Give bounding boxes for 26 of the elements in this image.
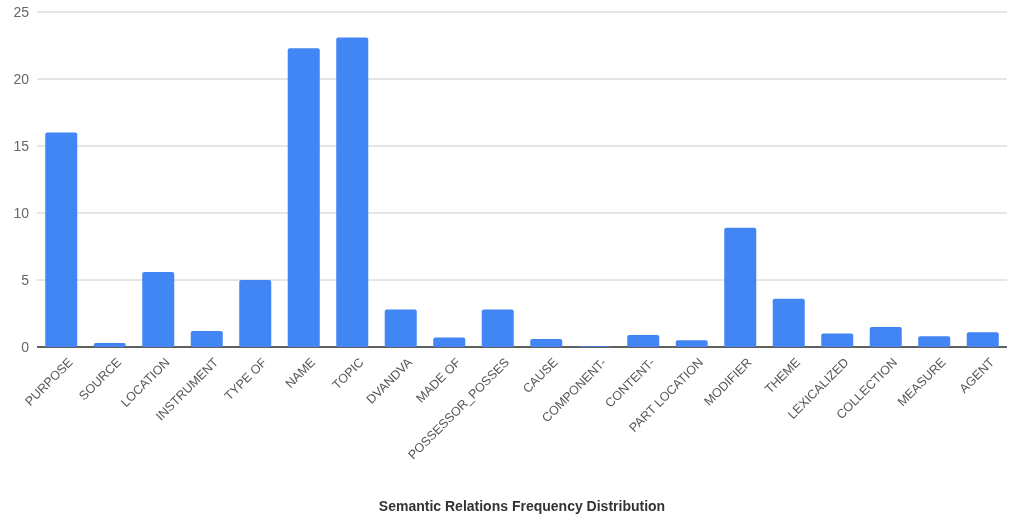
bar xyxy=(627,334,660,347)
y-tick-label: 25 xyxy=(13,3,30,20)
bar xyxy=(481,309,514,347)
bar xyxy=(966,332,999,347)
y-tick-label: 0 xyxy=(21,338,30,355)
bar xyxy=(93,342,126,347)
y-tick-label: 15 xyxy=(13,137,30,154)
bar xyxy=(336,37,369,347)
bar xyxy=(239,280,272,347)
x-axis-title: Semantic Relations Frequency Distribution xyxy=(378,498,666,514)
bar xyxy=(869,326,902,347)
bar xyxy=(772,298,805,347)
bar xyxy=(724,227,757,347)
bar xyxy=(821,333,854,347)
bar xyxy=(675,340,708,347)
bar xyxy=(433,337,466,347)
y-tick-label: 20 xyxy=(13,70,30,87)
y-tick-label: 10 xyxy=(13,204,30,221)
bar xyxy=(287,48,320,347)
bar xyxy=(190,330,223,347)
bar xyxy=(384,309,417,347)
bar xyxy=(918,336,951,347)
bar xyxy=(530,338,563,347)
bar xyxy=(45,132,78,347)
y-tick-label: 5 xyxy=(21,271,30,288)
bar xyxy=(142,271,175,347)
